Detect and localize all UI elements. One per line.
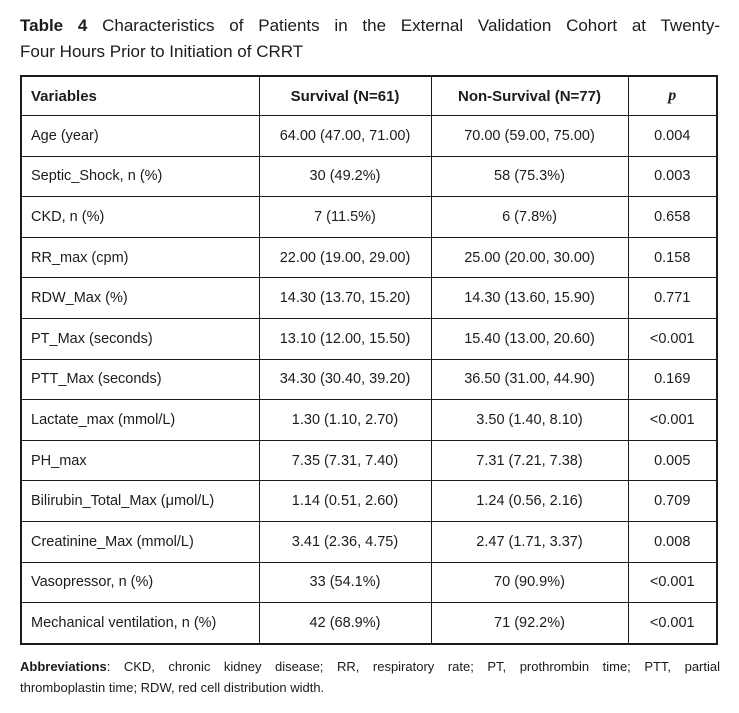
table-row: PH_max 7.35 (7.31, 7.40) 7.31 (7.21, 7.38)… [20, 439, 718, 482]
table-row: Mechanical ventilation, n (%) 42 (68.9%) 7… [20, 602, 718, 645]
value-cell: 15.40 (13.00, 20.60) [430, 317, 629, 360]
table-row: RDW_Max (%) 14.30 (13.70, 15.20) 14.30 (13… [20, 277, 718, 319]
p-value-cell: 0.169 [627, 358, 718, 401]
header-row: Variables Survival (N=61) Non-Survival (… [20, 75, 718, 116]
p-value-cell: <0.001 [627, 399, 718, 441]
value-cell: 14.30 (13.60, 15.90) [430, 277, 629, 319]
p-value-cell: <0.001 [627, 317, 718, 360]
value-cell: 58 (75.3%) [430, 155, 629, 198]
caption-line-2: Four Hours Prior to Initiation of CRRT [20, 42, 304, 61]
header-survival: Survival (N=61) [258, 75, 432, 116]
table-body: Age (year) 64.00 (47.00, 71.00) 70.00 (59.… [20, 115, 718, 645]
abbreviations-note: Abbreviations: CKD, chronic kidney disea… [20, 656, 720, 698]
value-cell: 30 (49.2%) [258, 155, 432, 198]
value-cell: 71 (92.2%) [430, 602, 629, 645]
variable-cell: CKD, n (%) [20, 196, 260, 238]
table-row: Creatinine_Max (mmol/L) 3.41 (2.36, 4.75)… [20, 520, 718, 563]
abbreviations-line-1-text: : CKD, chronic kidney disease; RR, respi… [106, 659, 720, 674]
value-cell: 42 (68.9%) [258, 602, 432, 645]
p-value-cell: 0.004 [627, 115, 718, 157]
variable-cell: Septic_Shock, n (%) [20, 155, 260, 198]
p-value-cell: 0.005 [627, 439, 718, 482]
value-cell: 3.50 (1.40, 8.10) [430, 399, 629, 441]
variable-cell: Age (year) [20, 115, 260, 157]
table-caption: Table 4 Characteristics of Patients in t… [20, 13, 720, 65]
p-value-cell: 0.158 [627, 236, 718, 279]
value-cell: 2.47 (1.71, 3.37) [430, 520, 629, 563]
abbreviations-line-2: thromboplastin time; RDW, red cell distr… [20, 680, 325, 695]
value-cell: 7.35 (7.31, 7.40) [258, 439, 432, 482]
variable-cell: RR_max (cpm) [20, 236, 260, 279]
value-cell: 36.50 (31.00, 44.90) [430, 358, 629, 401]
value-cell: 1.24 (0.56, 2.16) [430, 480, 629, 522]
p-value-cell: 0.709 [627, 480, 718, 522]
variable-cell: Vasopressor, n (%) [20, 561, 260, 604]
variable-cell: Creatinine_Max (mmol/L) [20, 520, 260, 563]
value-cell: 34.30 (30.40, 39.20) [258, 358, 432, 401]
table-row: PTT_Max (seconds) 34.30 (30.40, 39.20) 36.… [20, 358, 718, 401]
table-row: Vasopressor, n (%) 33 (54.1%) 70 (90.9%) <0… [20, 561, 718, 604]
variable-cell: Lactate_max (mmol/L) [20, 399, 260, 441]
abbreviations-line-1: Abbreviations: CKD, chronic kidney disea… [20, 656, 720, 677]
table-number-label: Table 4 [20, 16, 88, 35]
p-value-cell: <0.001 [627, 561, 718, 604]
table-row: RR_max (cpm) 22.00 (19.00, 29.00) 25.00 (2… [20, 236, 718, 279]
variable-cell: Bilirubin_Total_Max (μmol/L) [20, 480, 260, 522]
value-cell: 22.00 (19.00, 29.00) [258, 236, 432, 279]
table-row: Lactate_max (mmol/L) 1.30 (1.10, 2.70) 3.5… [20, 399, 718, 441]
p-value-cell: 0.771 [627, 277, 718, 319]
table-row: Age (year) 64.00 (47.00, 71.00) 70.00 (59.… [20, 115, 718, 157]
abbreviations-label: Abbreviations [20, 659, 107, 674]
header-non-survival: Non-Survival (N=77) [430, 75, 629, 116]
value-cell: 70.00 (59.00, 75.00) [430, 115, 629, 157]
header-variables: Variables [20, 75, 260, 116]
p-value-cell: 0.658 [627, 196, 718, 238]
value-cell: 25.00 (20.00, 30.00) [430, 236, 629, 279]
table-row: Septic_Shock, n (%) 30 (49.2%) 58 (75.3%) 0… [20, 155, 718, 198]
table-row: Bilirubin_Total_Max (μmol/L) 1.14 (0.51, … [20, 480, 718, 522]
p-value-cell: 0.008 [627, 520, 718, 563]
patient-characteristics-table: Variables Survival (N=61) Non-Survival (… [20, 75, 718, 645]
table-row: PT_Max (seconds) 13.10 (12.00, 15.50) 15.4… [20, 317, 718, 360]
value-cell: 13.10 (12.00, 15.50) [258, 317, 432, 360]
header-p-value: p [627, 75, 718, 116]
value-cell: 1.30 (1.10, 2.70) [258, 399, 432, 441]
value-cell: 6 (7.8%) [430, 196, 629, 238]
value-cell: 7 (11.5%) [258, 196, 432, 238]
variable-cell: RDW_Max (%) [20, 277, 260, 319]
table-row: CKD, n (%) 7 (11.5%) 6 (7.8%) 0.658 [20, 196, 718, 238]
value-cell: 3.41 (2.36, 4.75) [258, 520, 432, 563]
variable-cell: PTT_Max (seconds) [20, 358, 260, 401]
value-cell: 1.14 (0.51, 2.60) [258, 480, 432, 522]
value-cell: 33 (54.1%) [258, 561, 432, 604]
variable-cell: PH_max [20, 439, 260, 482]
caption-line-1-text: Characteristics of Patients in the Exter… [102, 16, 720, 35]
value-cell: 64.00 (47.00, 71.00) [258, 115, 432, 157]
variable-cell: PT_Max (seconds) [20, 317, 260, 360]
value-cell: 14.30 (13.70, 15.20) [258, 277, 432, 319]
value-cell: 70 (90.9%) [430, 561, 629, 604]
value-cell: 7.31 (7.21, 7.38) [430, 439, 629, 482]
variable-cell: Mechanical ventilation, n (%) [20, 602, 260, 645]
caption-line-1: Table 4 Characteristics of Patients in t… [20, 13, 720, 39]
p-value-cell: <0.001 [627, 602, 718, 645]
p-value-cell: 0.003 [627, 155, 718, 198]
